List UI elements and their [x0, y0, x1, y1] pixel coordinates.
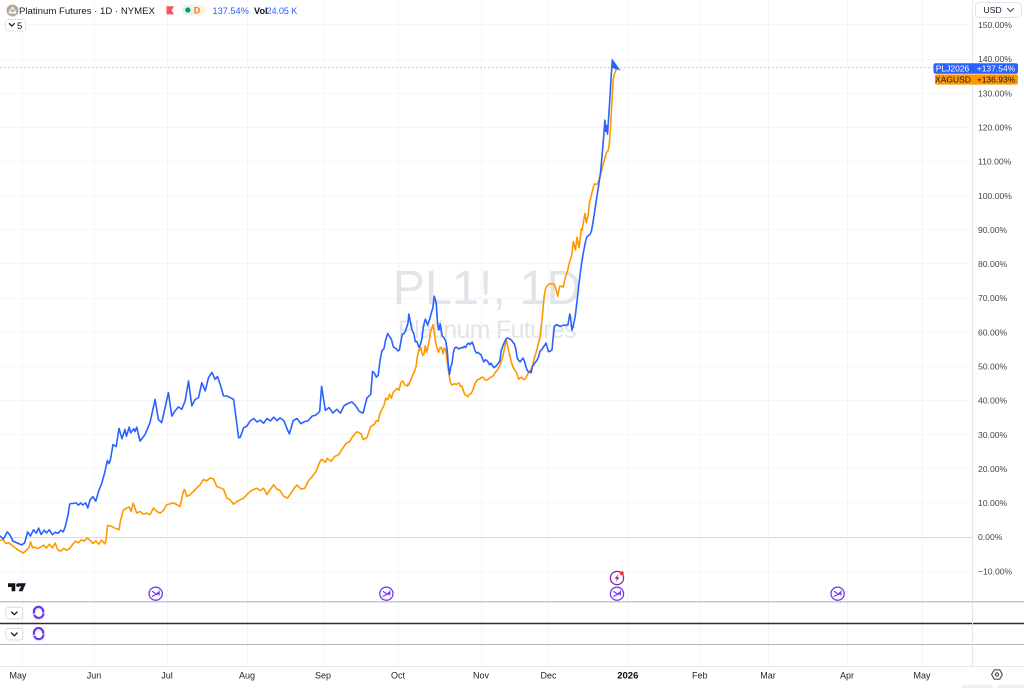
svg-text:30.00%: 30.00% — [978, 430, 1008, 440]
svg-text:+136.93%: +136.93% — [977, 74, 1016, 84]
svg-text:130.00%: 130.00% — [978, 88, 1012, 98]
svg-text:May: May — [913, 671, 931, 681]
svg-text:110.00%: 110.00% — [978, 157, 1012, 167]
svg-text:Sep: Sep — [315, 671, 331, 681]
svg-text:5: 5 — [17, 21, 22, 32]
svg-text:Jun: Jun — [87, 671, 102, 681]
svg-text:70.00%: 70.00% — [978, 293, 1008, 303]
svg-text:Mar: Mar — [760, 671, 776, 681]
svg-text:90.00%: 90.00% — [978, 225, 1008, 235]
svg-text:PLJ2026: PLJ2026 — [936, 63, 970, 73]
svg-text:Aug: Aug — [239, 671, 255, 681]
svg-text:20.00%: 20.00% — [978, 464, 1008, 474]
svg-text:Nov: Nov — [473, 671, 490, 681]
svg-text:D: D — [194, 5, 201, 15]
svg-text:60.00%: 60.00% — [978, 327, 1008, 337]
svg-text:PL1!, 1D: PL1!, 1D — [393, 261, 582, 315]
svg-text:24.05 K: 24.05 K — [267, 6, 299, 16]
svg-text:Apr: Apr — [840, 671, 854, 681]
svg-text:50.00%: 50.00% — [978, 362, 1008, 372]
svg-text:10.00%: 10.00% — [978, 498, 1008, 508]
svg-text:Dec: Dec — [540, 671, 557, 681]
svg-text:80.00%: 80.00% — [978, 259, 1008, 269]
svg-text:40.00%: 40.00% — [978, 396, 1008, 406]
svg-text:Platinum Futures · 1D · NYMEX: Platinum Futures · 1D · NYMEX — [19, 6, 156, 17]
svg-text:USD: USD — [984, 5, 1002, 15]
svg-text:0.00%: 0.00% — [978, 532, 1003, 542]
svg-text:May: May — [9, 671, 27, 681]
svg-text:XAGUSD: XAGUSD — [935, 74, 971, 84]
svg-text:140.00%: 140.00% — [978, 54, 1012, 64]
svg-text:137.54%: 137.54% — [213, 6, 249, 16]
svg-text:Platinum Futures: Platinum Futures — [398, 316, 576, 344]
svg-text:100.00%: 100.00% — [978, 191, 1012, 201]
svg-text:−10.00%: −10.00% — [978, 566, 1013, 576]
svg-text:Feb: Feb — [692, 671, 708, 681]
svg-text:150.00%: 150.00% — [978, 20, 1012, 30]
svg-text:Jul: Jul — [161, 671, 173, 681]
svg-text:2026: 2026 — [617, 671, 638, 682]
svg-text:120.00%: 120.00% — [978, 123, 1012, 133]
svg-text:Vol: Vol — [254, 6, 268, 16]
svg-text:+137.54%: +137.54% — [977, 63, 1016, 73]
svg-text:Oct: Oct — [391, 671, 406, 681]
